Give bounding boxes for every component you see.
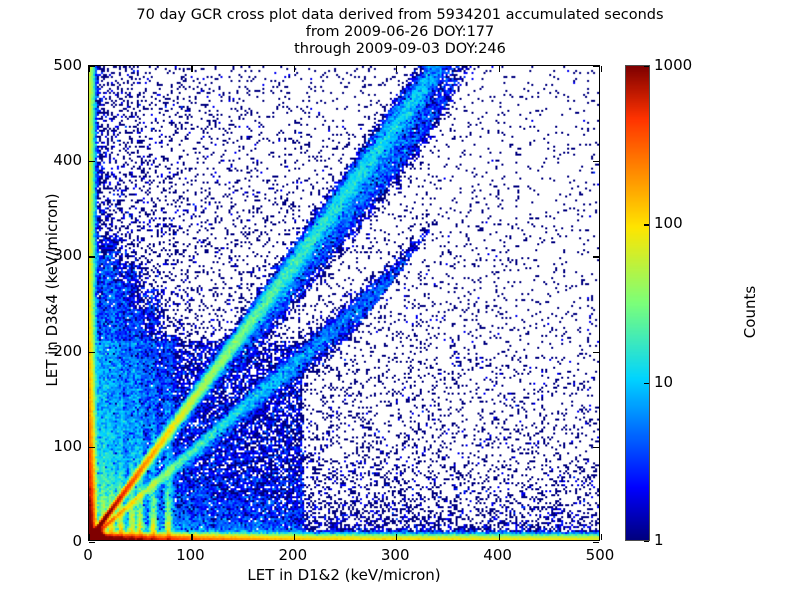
x-tick-mark (396, 534, 398, 540)
x-tick-mark (601, 66, 603, 72)
x-tick-label: 200 (278, 546, 308, 564)
x-tick-mark (191, 66, 193, 72)
x-tick-mark (601, 534, 603, 540)
y-tick-mark (89, 161, 95, 163)
title-line-1: 70 day GCR cross plot data derived from … (136, 7, 664, 23)
plot-axes (88, 65, 603, 544)
colorbar-tick-mark (644, 382, 649, 384)
y-tick-label: 300 (53, 246, 82, 265)
y-tick-mark (593, 351, 599, 353)
y-tick-label: 200 (53, 341, 82, 360)
y-tick-label: 0 (72, 532, 82, 550)
y-tick-mark (593, 446, 599, 448)
colorbar-tick-mark (644, 224, 649, 226)
x-tick-mark (89, 534, 91, 540)
y-tick-label: 500 (53, 56, 82, 74)
y-tick-mark (89, 66, 95, 68)
x-tick-mark (498, 66, 500, 72)
x-tick-label: 100 (176, 546, 205, 564)
y-tick-mark (89, 351, 95, 353)
y-tick-mark (593, 161, 599, 163)
x-tick-label: 400 (483, 546, 512, 564)
x-tick-mark (293, 534, 295, 540)
y-tick-mark (593, 256, 599, 258)
x-tick-mark (498, 534, 500, 540)
x-tick-mark (89, 66, 91, 72)
colorbar-tick-mark (644, 66, 649, 68)
y-tick-label: 400 (53, 151, 82, 170)
x-tick-mark (396, 66, 398, 72)
colorbar-gradient (626, 66, 649, 540)
title-line-3: through 2009-09-03 DOY:246 (294, 41, 506, 57)
title-line-2: from 2009-06-26 DOY:177 (305, 24, 495, 40)
x-tick-label: 500 (585, 546, 615, 564)
y-tick-mark (593, 542, 599, 544)
y-tick-label: 100 (53, 436, 82, 455)
y-tick-mark (593, 66, 599, 68)
x-tick-mark (191, 534, 193, 540)
y-tick-mark (89, 256, 95, 258)
colorbar-tick-label: 100 (654, 214, 683, 233)
y-axis-label: LET in D3&4 (keV/micron) (43, 193, 61, 387)
y-tick-mark (89, 446, 95, 448)
colorbar-tick-label: 10 (654, 372, 674, 391)
chart-title: 70 day GCR cross plot data derived from … (0, 7, 800, 58)
colorbar-tick-label: 1 (654, 531, 664, 549)
x-tick-label: 0 (83, 546, 93, 564)
colorbar-label: Counts (741, 285, 759, 339)
colorbar-tick-label: 1000 (654, 56, 693, 74)
x-tick-mark (293, 66, 295, 72)
colorbar (625, 65, 650, 543)
colorbar-tick-mark (644, 541, 649, 543)
y-tick-mark (89, 542, 95, 544)
density-heatmap (89, 66, 599, 540)
x-tick-label: 300 (380, 546, 410, 564)
x-axis-label: LET in D1&2 (keV/micron) (247, 566, 441, 584)
